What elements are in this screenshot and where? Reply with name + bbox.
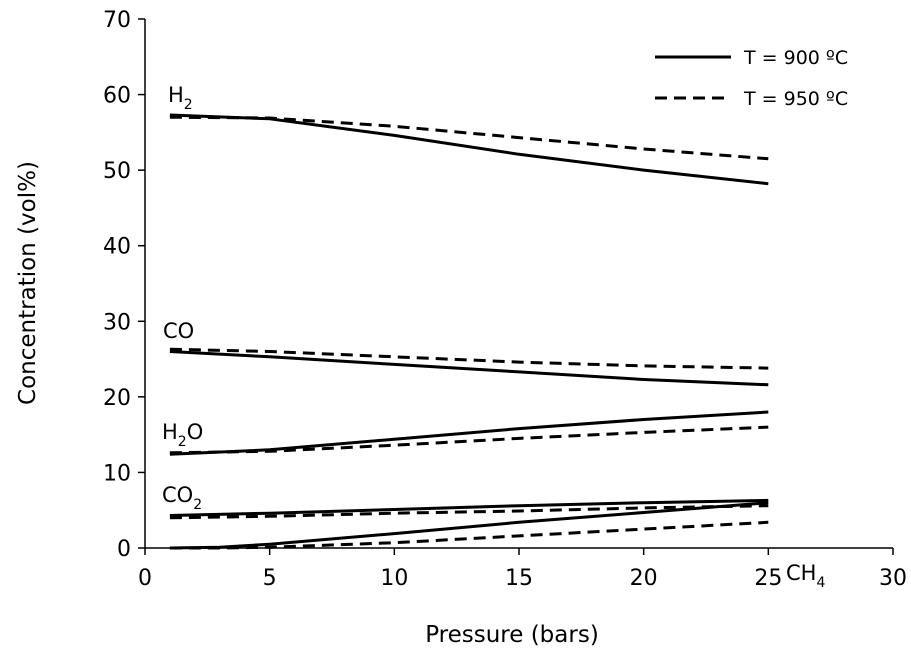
data-series: [169, 113, 769, 550]
series-line-h2-900: [169, 113, 769, 186]
y-tick-label: 40: [103, 235, 131, 260]
y-axis-ticks: 0 10 20 30 40 50 60 70: [103, 8, 145, 562]
y-tick-label: 70: [103, 8, 131, 33]
plot-area: 0 10 20 30 40 50 60 70 0 5 10 15 20 25 30 H2 CO H2O CO2 C…: [103, 8, 907, 591]
x-tick-label: 0: [138, 566, 152, 591]
y-tick-label: 60: [103, 84, 131, 109]
x-tick-label: 30: [879, 566, 907, 591]
y-tick-label: 0: [117, 537, 131, 562]
x-tick-label: 15: [505, 566, 533, 591]
series-line-h2o-950: [169, 425, 769, 455]
x-tick-label: 10: [380, 566, 408, 591]
y-tick-label: 30: [103, 310, 131, 335]
x-tick-label: 5: [263, 566, 277, 591]
legend-label-950: T = 950 ºC: [743, 88, 848, 110]
label-ch4: CH4: [786, 561, 825, 591]
x-axis-title: Pressure (bars): [425, 622, 599, 648]
series-line-h2-950: [169, 115, 769, 161]
series-line-co2-950: [169, 504, 769, 520]
series-line-co-900: [169, 350, 769, 387]
series-line-co2-900: [169, 498, 769, 517]
label-co: CO: [163, 319, 194, 343]
x-axis-ticks: 0 5 10 15 20 25 30: [138, 548, 907, 591]
legend: T = 900 ºC T = 950 ºC: [655, 47, 848, 110]
series-line-ch4-900: [169, 501, 769, 550]
series-line-co-950: [169, 347, 769, 370]
y-tick-label: 10: [103, 461, 131, 486]
label-co2: CO2: [162, 483, 202, 513]
x-tick-label: 20: [630, 566, 658, 591]
y-tick-label: 20: [103, 386, 131, 411]
y-tick-label: 50: [103, 159, 131, 184]
label-h2: H2: [168, 83, 193, 113]
series-line-ch4-950: [169, 520, 769, 550]
x-tick-label: 25: [754, 566, 782, 591]
label-h2o: H2O: [162, 420, 203, 450]
legend-label-900: T = 900 ºC: [743, 47, 848, 69]
species-labels: H2 CO H2O CO2 CH4: [162, 83, 825, 591]
y-axis-title: Concentration (vol%): [15, 161, 41, 405]
series-line-h2o-900: [169, 410, 769, 456]
